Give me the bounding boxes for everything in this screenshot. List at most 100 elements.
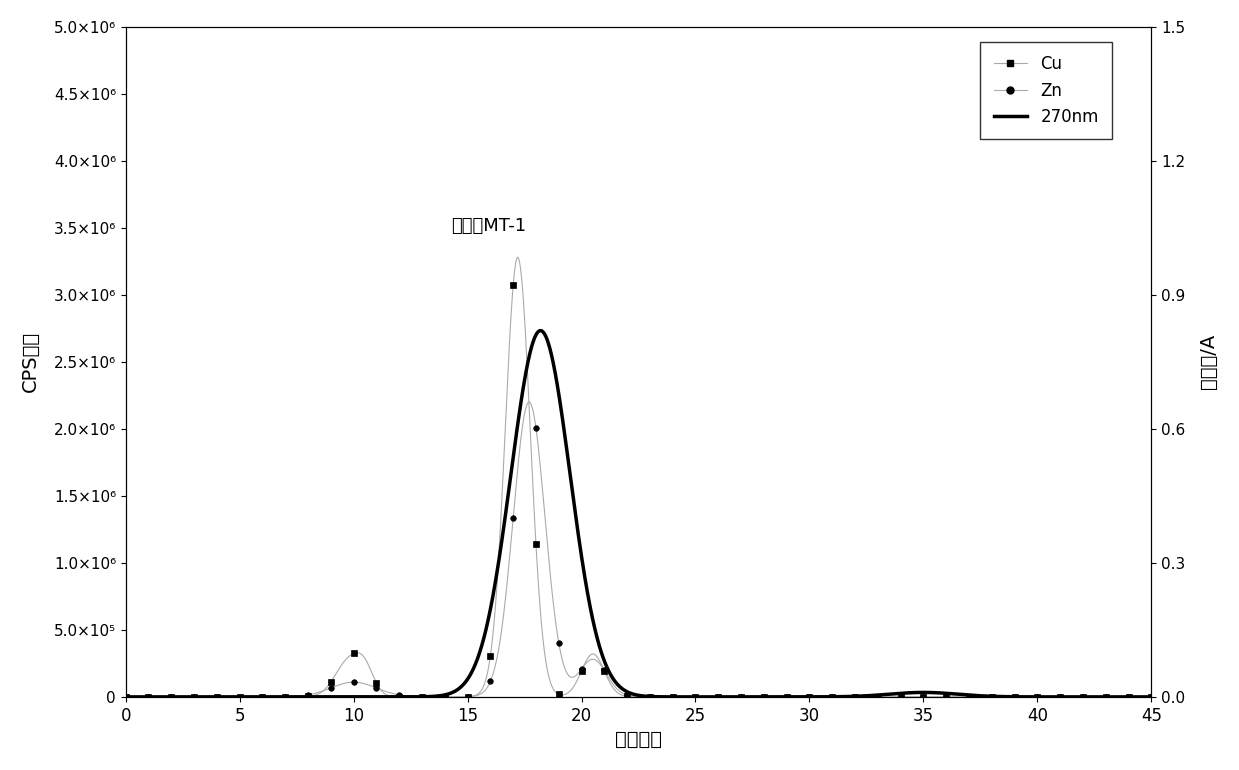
Cu xyxy=(597,666,612,675)
Zn xyxy=(825,692,840,701)
Cu xyxy=(415,692,430,701)
Cu xyxy=(688,692,703,701)
Zn xyxy=(984,692,999,701)
270nm xyxy=(590,635,605,644)
Cu xyxy=(529,540,544,549)
Zn xyxy=(733,692,748,701)
Zn xyxy=(688,692,703,701)
Cu xyxy=(847,692,862,701)
Cu xyxy=(939,692,954,701)
Y-axis label: CPS计数: CPS计数 xyxy=(21,331,40,393)
Cu xyxy=(893,692,908,701)
Zn xyxy=(916,692,930,701)
270nm xyxy=(533,326,548,335)
Zn xyxy=(551,638,566,648)
Zn xyxy=(415,692,430,701)
Cu xyxy=(779,692,794,701)
Zn xyxy=(620,691,634,700)
Zn xyxy=(346,678,361,687)
Zn xyxy=(278,692,292,701)
270nm xyxy=(1144,692,1158,701)
Line: 270nm: 270nm xyxy=(125,330,1151,697)
Zn xyxy=(437,692,452,701)
Zn xyxy=(1098,692,1113,701)
270nm xyxy=(118,692,133,701)
270nm xyxy=(1114,692,1129,701)
Zn xyxy=(779,692,794,701)
Zn xyxy=(187,692,202,701)
Cu xyxy=(460,692,475,701)
Cu xyxy=(301,692,316,701)
Zn xyxy=(1144,692,1158,701)
Zn xyxy=(665,692,680,701)
Zn xyxy=(1053,692,1068,701)
Cu xyxy=(711,692,726,701)
Zn xyxy=(802,692,817,701)
Cu xyxy=(802,692,817,701)
Cu xyxy=(1144,692,1158,701)
Zn xyxy=(369,683,384,692)
270nm xyxy=(927,688,942,698)
Cu xyxy=(825,692,840,701)
Cu xyxy=(323,678,338,687)
Cu xyxy=(141,692,156,701)
Zn xyxy=(597,666,612,675)
270nm xyxy=(617,686,632,695)
Zn xyxy=(392,690,406,699)
Zn xyxy=(301,690,316,699)
Zn xyxy=(574,665,589,674)
Cu xyxy=(1053,692,1068,701)
Zn xyxy=(1030,692,1044,701)
Cu xyxy=(1007,692,1022,701)
Cu xyxy=(187,692,202,701)
Cu xyxy=(506,281,520,290)
Zn xyxy=(643,692,658,701)
Zn xyxy=(323,683,338,692)
Zn xyxy=(209,692,224,701)
Zn xyxy=(847,692,862,701)
Zn xyxy=(1075,692,1090,701)
Zn xyxy=(118,692,133,701)
Cu xyxy=(643,692,658,701)
Zn xyxy=(1121,692,1136,701)
Y-axis label: 吸光度/A: 吸光度/A xyxy=(1199,334,1218,390)
Cu xyxy=(984,692,999,701)
Zn xyxy=(939,692,954,701)
270nm xyxy=(171,692,186,701)
Cu xyxy=(118,692,133,701)
Cu xyxy=(620,691,634,701)
Zn xyxy=(460,692,475,701)
Cu xyxy=(255,692,270,701)
Zn xyxy=(711,692,726,701)
Cu xyxy=(551,690,566,699)
Zn xyxy=(255,692,270,701)
Zn xyxy=(483,677,498,686)
Line: Cu: Cu xyxy=(123,283,1154,700)
Cu xyxy=(232,692,247,701)
Line: Zn: Zn xyxy=(123,425,1154,700)
Zn xyxy=(529,424,544,433)
Zn xyxy=(506,514,520,523)
Cu xyxy=(483,651,498,661)
Legend: Cu, Zn, 270nm: Cu, Zn, 270nm xyxy=(980,42,1113,139)
Zn xyxy=(164,692,178,701)
Cu xyxy=(961,692,976,701)
Cu xyxy=(278,692,292,701)
X-axis label: 试验管号: 试验管号 xyxy=(615,730,662,749)
270nm xyxy=(1115,692,1130,701)
Cu xyxy=(164,692,178,701)
Cu xyxy=(392,692,406,701)
Cu xyxy=(209,692,224,701)
Zn xyxy=(870,692,885,701)
Zn xyxy=(893,692,908,701)
Cu xyxy=(437,692,452,701)
Text: 口虾蛄MT-1: 口虾蛄MT-1 xyxy=(451,216,527,235)
Cu xyxy=(1098,692,1113,701)
Cu xyxy=(574,666,589,675)
Zn xyxy=(757,692,772,701)
Cu xyxy=(1121,692,1136,701)
Zn xyxy=(232,692,247,701)
Cu xyxy=(369,678,384,688)
Cu xyxy=(733,692,748,701)
Zn xyxy=(1007,692,1022,701)
